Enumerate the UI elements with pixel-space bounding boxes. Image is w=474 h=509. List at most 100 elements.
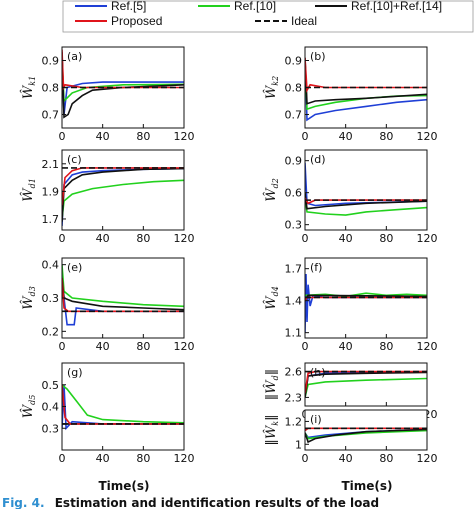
y-axis-label: Ŵd4 (263, 286, 280, 310)
y-tick-label: 1.2 (285, 415, 303, 428)
panel-tag: (b) (310, 50, 326, 63)
y-tick-label: 0.3 (285, 219, 303, 232)
panel-d: 0.3 0.6 0.9 0 40 80 120 (d) Ŵd2 (263, 149, 438, 245)
x-tick-label: 80 (379, 130, 393, 143)
x-axis-labels: Time(s) Time(s) (98, 479, 392, 493)
series-line-ref10 (305, 197, 427, 216)
plot-frame (304, 362, 428, 407)
legend-entry-ideal: Ideal (255, 14, 317, 28)
y-axis-label-sub: d1 (28, 178, 37, 188)
y-tick-label: 0.4 (42, 401, 60, 414)
y-axis-label-main: Ŵ (20, 84, 36, 99)
y-tick-label: 0.3 (42, 292, 60, 305)
y-axis-label-main: Ŵ (20, 295, 36, 310)
plot-frame (304, 257, 428, 339)
legend-label-proposed: Proposed (111, 14, 162, 28)
y-tick-label: 0.7 (285, 109, 303, 122)
y-axis-label: ‖Ŵk‖ (263, 414, 280, 445)
x-tick-label: 40 (339, 130, 353, 143)
y-tick-label: 0.9 (285, 155, 303, 168)
series-line-ref10 (305, 292, 427, 298)
y-tick-label: 0.8 (285, 82, 303, 95)
x-tick-label: 0 (59, 340, 66, 353)
x-tick-label: 40 (96, 340, 110, 353)
y-axis-label-main: Ŵ (263, 295, 279, 310)
panel-tag: (e) (67, 261, 82, 274)
x-tick-label: 0 (302, 340, 309, 353)
x-tick-label: 120 (417, 452, 438, 465)
x-tick-label: 80 (136, 340, 150, 353)
plot-frame (304, 149, 428, 231)
y-tick-label: 0.4 (42, 259, 60, 272)
y-axis-label: Ŵd5 (20, 395, 37, 419)
y-axis-label-sub: k1 (28, 76, 37, 86)
y-tick-label: 1.7 (285, 263, 303, 276)
x-tick-label: 40 (96, 232, 110, 245)
y-tick-label: 1.1 (285, 327, 303, 340)
y-axis-label-sub: d (271, 375, 280, 380)
y-axis-label-sub: k (271, 421, 280, 426)
y-tick-label: 0.9 (42, 55, 60, 68)
x-tick-label: 0 (59, 130, 66, 143)
caption-text: Estimation and identification results of… (55, 496, 379, 509)
panel-tag: (d) (310, 153, 326, 166)
panel-h: 2.32.604080120(h)‖Ŵd‖ (263, 362, 438, 421)
legend-entry-proposed: Proposed (75, 14, 162, 28)
panel-tag: (h) (310, 366, 326, 379)
plot-frame (61, 149, 185, 231)
x-tick-label: 120 (174, 232, 195, 245)
y-axis-label-sub: d3 (28, 286, 37, 296)
x-tick-label: 80 (136, 130, 150, 143)
x-tick-label: 0 (302, 452, 309, 465)
x-tick-label: 40 (96, 452, 110, 465)
y-axis-label: Ŵk1 (20, 76, 37, 99)
y-tick-label: 2.6 (285, 366, 303, 379)
x-tick-label: 120 (417, 130, 438, 143)
legend-label-ref5: Ref.[5] (111, 0, 146, 13)
y-axis-label: Ŵd3 (20, 286, 37, 310)
panel-i: 1 1.2 0 40 80 120 (i) ‖Ŵk‖ (263, 409, 438, 465)
x-tick-label: 120 (174, 130, 195, 143)
series-line-ref1014 (305, 57, 427, 105)
panel-g: 0.3 0.4 0.5 0 40 80 120 (g) Ŵd5 (20, 362, 195, 465)
y-tick-label: 0.7 (42, 109, 60, 122)
series-line-ref10 (62, 384, 184, 424)
plot-area (62, 363, 184, 450)
panel-f: 1.1 1.4 1.7 0 40 80 120 (f) Ŵd4 (263, 257, 438, 353)
plot-area (62, 150, 184, 230)
x-tick-label: 40 (96, 130, 110, 143)
y-tick-label: 1.9 (42, 185, 60, 198)
y-tick-label: 1.4 (285, 295, 303, 308)
y-axis-label: ‖Ŵd‖ (263, 369, 280, 401)
legend: Ref.[5] Ref.[10] Ref.[10]+Ref.[14] Proposed… (62, 0, 474, 33)
panel-tag: (g) (67, 366, 83, 379)
y-axis-label-sub: d4 (271, 286, 280, 296)
x-tick-label: 0 (59, 452, 66, 465)
y-tick-label: 2.1 (42, 158, 60, 171)
x-axis-label-right: Time(s) (341, 479, 392, 493)
y-axis-label-main: Ŵ (20, 403, 36, 418)
x-tick-label: 0 (302, 232, 309, 245)
x-tick-label: 0 (302, 130, 309, 143)
x-tick-label: 0 (59, 232, 66, 245)
legend-label-ref1014: Ref.[10]+Ref.[14] (351, 0, 442, 13)
x-tick-label: 40 (339, 232, 353, 245)
y-tick-label: 0.9 (285, 55, 303, 68)
y-tick-label: 2.3 (285, 391, 303, 404)
x-tick-label: 40 (339, 452, 353, 465)
y-axis-label: Ŵd1 (20, 178, 37, 202)
series-line-ref1014 (305, 192, 427, 210)
panel-c: 1.7 1.9 2.1 0 40 80 120 (c) Ŵd1 (20, 149, 195, 245)
series-line-ref5 (305, 60, 427, 122)
legend-entry-ref1014: Ref.[10]+Ref.[14] (315, 0, 442, 13)
panel-a: 0.7 0.8 0.9 0 40 80 120 (a) Ŵk1 (20, 46, 195, 143)
y-axis-label-close: ‖ (264, 414, 279, 421)
x-tick-label: 80 (379, 452, 393, 465)
y-axis-label-sub: k2 (271, 76, 280, 86)
plot-area (305, 150, 427, 230)
x-tick-label: 120 (174, 452, 195, 465)
y-tick-label: 0.3 (42, 422, 60, 435)
legend-label-ideal: Ideal (291, 14, 317, 28)
legend-box (62, 0, 474, 33)
